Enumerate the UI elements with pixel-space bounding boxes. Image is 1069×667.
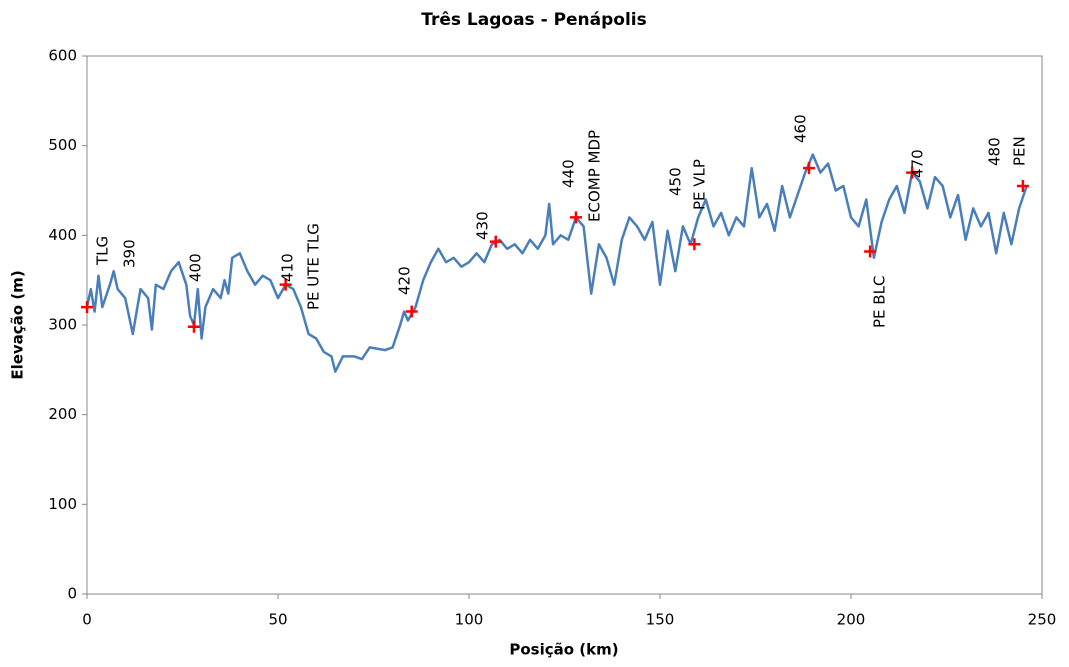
station-marker bbox=[279, 278, 292, 291]
annotation: TLG bbox=[94, 236, 112, 266]
station-marker bbox=[187, 320, 200, 333]
annotation: PE UTE TLG bbox=[305, 223, 323, 310]
station-marker bbox=[906, 166, 919, 179]
annotation: PE BLC bbox=[871, 276, 889, 328]
station-marker bbox=[688, 238, 701, 251]
x-tick-label: 100 bbox=[455, 611, 484, 629]
y-tick-label: 100 bbox=[48, 495, 77, 513]
annotation: 460 bbox=[792, 114, 810, 143]
annotation: ECOMP MDP bbox=[586, 130, 604, 222]
annotation: PEN bbox=[1011, 136, 1029, 166]
x-axis-label: Posição (km) bbox=[509, 641, 618, 659]
station-marker bbox=[405, 305, 418, 318]
annotation: 420 bbox=[396, 266, 414, 295]
x-tick-label: 0 bbox=[82, 611, 92, 629]
annotation: 400 bbox=[187, 253, 205, 282]
station-marker bbox=[802, 162, 815, 175]
annotation: 430 bbox=[474, 211, 492, 240]
station-marker bbox=[569, 211, 582, 224]
annotation: 480 bbox=[986, 137, 1004, 166]
y-tick-label: 500 bbox=[48, 136, 77, 154]
x-tick-label: 200 bbox=[837, 611, 866, 629]
annotation: 450 bbox=[667, 167, 685, 196]
x-tick-label: 250 bbox=[1028, 611, 1057, 629]
annotation: PE VLP bbox=[691, 159, 709, 210]
y-tick-label: 200 bbox=[48, 405, 77, 423]
station-marker bbox=[864, 245, 877, 258]
station-marker bbox=[489, 235, 502, 248]
station-marker bbox=[81, 301, 93, 314]
annotation: 410 bbox=[279, 253, 297, 282]
annotation: 470 bbox=[909, 149, 927, 178]
plot-frame bbox=[86, 55, 1043, 595]
chart-title: Três Lagoas - Penápolis bbox=[421, 10, 647, 30]
y-tick-label: 0 bbox=[67, 585, 77, 603]
y-tick-label: 300 bbox=[48, 316, 77, 334]
elevation-line bbox=[85, 153, 1028, 373]
y-tick-label: 400 bbox=[48, 226, 77, 244]
x-tick-label: 150 bbox=[646, 611, 675, 629]
x-tick-label: 50 bbox=[268, 611, 287, 629]
y-tick-label: 600 bbox=[48, 47, 77, 65]
annotation: 440 bbox=[560, 159, 578, 188]
station-marker bbox=[1016, 180, 1029, 193]
annotation: 390 bbox=[121, 239, 139, 268]
y-axis-label: Elevação (m) bbox=[9, 270, 27, 379]
